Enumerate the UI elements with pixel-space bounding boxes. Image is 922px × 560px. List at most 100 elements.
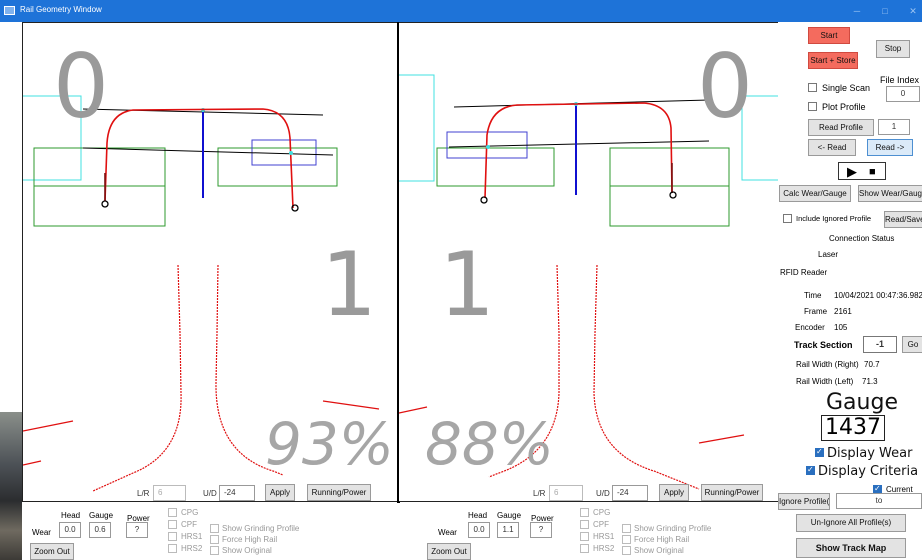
read-forward-button[interactable]: Read ->	[867, 139, 913, 156]
panel-separator	[397, 22, 400, 503]
left-profile-canvas	[23, 95, 380, 492]
br-force-high-rail-checkbox[interactable]	[622, 535, 631, 544]
stop-button[interactable]: Stop	[876, 40, 910, 58]
display-wear-checkbox[interactable]	[815, 447, 824, 457]
right-cyan-box	[399, 74, 435, 182]
include-ignored-checkbox[interactable]	[783, 214, 792, 223]
bl-cpf-checkbox[interactable]	[168, 520, 177, 529]
bl-hrs1-label: HRS1	[181, 532, 203, 541]
maximize-icon[interactable]: □	[882, 6, 888, 16]
ignore-range-input[interactable]: to	[836, 493, 922, 509]
stop-square-icon[interactable]: ■	[869, 166, 876, 178]
br-cpg-checkbox[interactable]	[580, 508, 589, 517]
br-hrs2-checkbox[interactable]	[580, 544, 589, 553]
right-green-box-c	[609, 185, 730, 227]
display-wear-label: Display Wear	[827, 446, 913, 461]
right-lr-input[interactable]: 6	[549, 485, 583, 501]
br-hrs1-checkbox[interactable]	[580, 532, 589, 541]
calc-wear-gauge-button[interactable]: Calc Wear/Gauge	[779, 185, 851, 202]
left-web-right	[215, 264, 284, 476]
track-section-input[interactable]: -1	[863, 336, 897, 353]
unignore-all-button[interactable]: Un-Ignore All Profile(s)	[796, 514, 906, 532]
bl-show-original-checkbox[interactable]	[210, 546, 219, 555]
read-profile-button[interactable]: Read Profile	[808, 119, 874, 136]
plot-profile-checkbox[interactable]	[808, 102, 817, 111]
bl-gauge-value[interactable]: 0.6	[89, 522, 111, 538]
left-running-power-button[interactable]: Running/Power	[307, 484, 371, 501]
bl-show-grinding-checkbox[interactable]	[210, 524, 219, 533]
br-force-high-rail-label: Force High Rail	[634, 535, 690, 544]
connection-status-label: Connection Status	[829, 234, 895, 243]
br-show-original-checkbox[interactable]	[622, 546, 631, 555]
gauge-value: 1437	[821, 415, 885, 441]
right-apply-button[interactable]: Apply	[659, 484, 689, 501]
right-cyan-dot-2	[486, 145, 490, 149]
bl-head-value[interactable]: 0.0	[59, 522, 81, 538]
bl-zoom-out-button[interactable]: Zoom Out	[30, 543, 74, 560]
bl-power-value[interactable]: ?	[126, 522, 148, 538]
ignore-range-to-label: to	[875, 496, 883, 505]
br-hrs1-label: HRS1	[593, 532, 615, 541]
gauge-title: Gauge	[826, 390, 898, 415]
display-criteria-checkbox[interactable]	[806, 465, 815, 475]
left-profile-panel[interactable]: 0 1 93% L/R 6 U/D -24 Apply Running/Powe…	[22, 22, 398, 502]
rfid-reader-label: RFID Reader	[780, 268, 828, 277]
rail-width-left-value: 71.3	[862, 377, 878, 386]
display-wear-toggle[interactable]: Display Wear	[815, 446, 912, 461]
left-ud-label: U/D	[203, 489, 217, 498]
minimize-icon[interactable]: ─	[853, 6, 861, 16]
right-running-power-button[interactable]: Running/Power	[701, 484, 763, 501]
left-foot-c	[23, 460, 42, 466]
right-profile-panel[interactable]: 0 1 88% L/R 6 U/D -24 Apply Running/Powe…	[399, 22, 779, 502]
single-scan-checkbox[interactable]	[808, 83, 817, 92]
ignore-profiles-button[interactable]: Ignore Profile(s)	[778, 493, 830, 510]
left-green-box-b	[33, 185, 166, 227]
br-zoom-out-button[interactable]: Zoom Out	[427, 543, 471, 560]
bl-hrs1-checkbox[interactable]	[168, 532, 177, 541]
read-back-button[interactable]: <- Read	[808, 139, 856, 156]
left-cyan-box	[23, 95, 82, 181]
bl-wear-label: Wear	[32, 528, 51, 537]
bl-cpf-label: CPF	[181, 520, 197, 529]
file-index-input[interactable]: 0	[886, 86, 920, 102]
bl-cpg-checkbox[interactable]	[168, 508, 177, 517]
rail-width-right-label: Rail Width (Right)	[796, 360, 859, 369]
read-save-button[interactable]: Read/Save	[884, 211, 922, 228]
br-cpf-label: CPF	[593, 520, 609, 529]
br-power-value[interactable]: ?	[530, 522, 552, 538]
left-top-number: 0	[53, 35, 109, 138]
right-ud-input[interactable]: -24	[612, 485, 648, 501]
bl-gauge-label: Gauge	[89, 511, 114, 520]
start-button[interactable]: Start	[808, 27, 850, 44]
rail-width-right-value: 70.7	[864, 360, 880, 369]
br-cpg-label: CPG	[593, 508, 611, 517]
laser-label: Laser	[818, 250, 839, 259]
play-icon[interactable]: ▶	[847, 164, 857, 179]
left-lr-input[interactable]: 6	[153, 485, 186, 501]
br-head-value[interactable]: 0.0	[468, 522, 490, 538]
show-wear-gauge-button[interactable]: Show Wear/Gauge	[858, 185, 922, 202]
br-cpf-checkbox[interactable]	[580, 520, 589, 529]
br-gauge-value[interactable]: 1.1	[497, 522, 519, 538]
left-cyan-dot-2	[289, 151, 293, 155]
br-head-label: Head	[468, 511, 488, 520]
bl-force-high-rail-checkbox[interactable]	[210, 535, 219, 544]
br-hrs2-label: HRS2	[593, 544, 615, 553]
left-foot-a	[23, 420, 74, 432]
show-track-map-button[interactable]: Show Track Map	[796, 538, 906, 558]
right-green-box-a	[436, 147, 555, 187]
right-percent: 88%	[425, 410, 554, 478]
close-icon[interactable]: ✕	[909, 6, 917, 16]
right-web-right	[593, 264, 700, 490]
go-button[interactable]: Go	[902, 336, 922, 353]
app-icon	[4, 6, 15, 15]
left-apply-button[interactable]: Apply	[265, 484, 295, 501]
br-show-original-label: Show Original	[634, 546, 684, 555]
left-ud-input[interactable]: -24	[219, 485, 255, 501]
read-profile-input[interactable]: 1	[878, 119, 910, 135]
start-store-button[interactable]: Start + Store	[808, 52, 858, 69]
bl-hrs2-checkbox[interactable]	[168, 544, 177, 553]
br-show-grinding-checkbox[interactable]	[622, 524, 631, 533]
display-criteria-toggle[interactable]: Display Criteria	[806, 464, 918, 479]
